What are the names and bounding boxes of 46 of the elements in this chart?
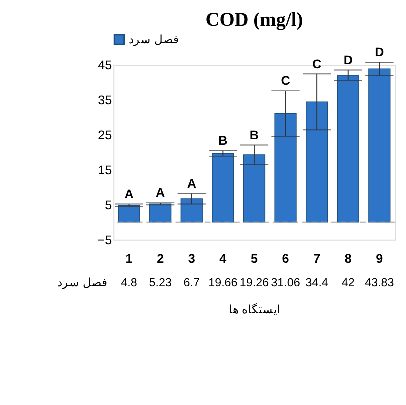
bar <box>337 75 360 223</box>
annotation: A <box>187 176 196 191</box>
bar <box>306 102 328 223</box>
data-label: 43.83 <box>365 276 394 290</box>
data-label: 34.4 <box>306 276 329 290</box>
chart-title: COD (mg/l) <box>206 10 304 32</box>
annotation: B <box>218 134 228 148</box>
data-label: 19.26 <box>240 276 270 290</box>
bar <box>180 198 203 223</box>
bar <box>118 205 140 223</box>
annotation: A <box>124 187 134 202</box>
annotation: B <box>250 128 260 142</box>
data-label: 6.7 <box>184 276 200 290</box>
data-label: 5.23 <box>149 276 172 290</box>
text: فصل سرد <box>58 276 108 290</box>
bar <box>368 68 391 223</box>
legend-label: فصل سرد <box>129 34 180 47</box>
data-label: 31.06 <box>271 276 300 290</box>
bar <box>150 204 172 223</box>
x-tick-label: 1 <box>126 252 133 266</box>
data-label: 19.66 <box>208 276 238 290</box>
x-tick-label: 3 <box>188 252 196 266</box>
data-label: 42 <box>342 276 355 290</box>
annotation: C <box>312 57 322 72</box>
y-tick-label: 25 <box>98 128 112 142</box>
x-tick-label: 4 <box>220 252 227 266</box>
x-tick-label: 9 <box>376 252 384 266</box>
data-label: 4.8 <box>121 276 138 290</box>
annotation: A <box>156 186 166 200</box>
bar <box>243 154 266 223</box>
y-tick-label: 15 <box>98 163 112 178</box>
x-tick-label: 7 <box>314 252 321 266</box>
x-tick-label: 8 <box>344 252 352 266</box>
x-tick-label: 5 <box>250 252 258 266</box>
text: D <box>375 46 384 60</box>
y-tick-label: 35 <box>98 93 112 108</box>
annotation: C <box>281 74 290 88</box>
y-tick-label: −5 <box>98 233 112 248</box>
bar <box>274 113 297 223</box>
bar <box>212 153 234 223</box>
annotation: D <box>344 53 353 68</box>
x-tick-label: 2 <box>157 252 164 266</box>
y-tick-label: 45 <box>98 58 112 72</box>
x-tick-label: 6 <box>282 252 290 266</box>
y-tick-label: 5 <box>105 198 112 212</box>
x-axis-title: ایستگاه ها <box>228 302 280 317</box>
